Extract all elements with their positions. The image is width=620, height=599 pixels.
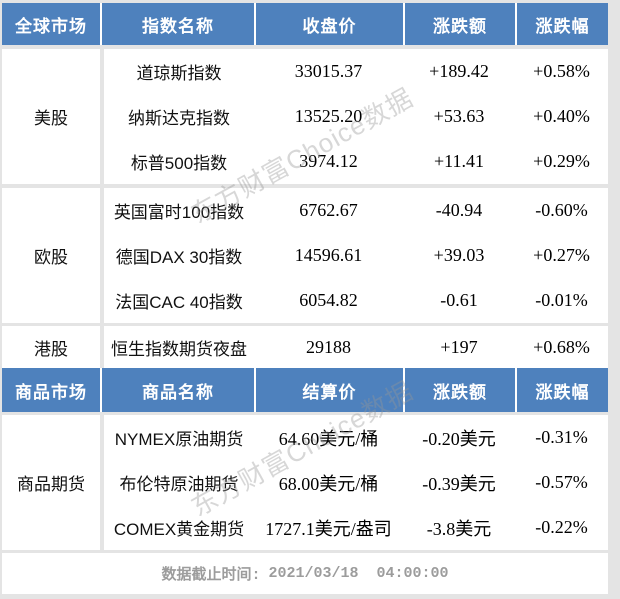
change-percent: +0.29% — [533, 151, 590, 171]
column-header-change-percent: 涨跌幅 — [517, 3, 608, 45]
commodity-name: 布伦特原油期货 — [119, 475, 239, 494]
market-label-eu: 欧股 — [2, 188, 100, 323]
us-rows: 道琼斯指数 33015.37 +189.42 +0.58% 纳斯达克指数 135… — [104, 49, 608, 184]
settlement-price: 1727.1美元/盎司 — [265, 518, 392, 539]
data-cutoff-footer: 数据截止时间: 2021/03/18 04:00:00 — [2, 553, 608, 594]
change-amount: -3.8美元 — [426, 518, 492, 539]
change-percent: -0.57% — [535, 472, 588, 492]
table-row: NYMEX原油期货 64.60美元/桶 -0.20美元 -0.31% — [104, 415, 608, 460]
change-amount: -0.20美元 — [422, 428, 496, 449]
change-amount: +197 — [440, 336, 478, 357]
index-name: 标普500指数 — [130, 154, 228, 173]
commodity-table-header: 商品市场 商品名称 结算价 涨跌额 涨跌幅 — [2, 368, 608, 412]
table-row: 纳斯达克指数 13525.20 +53.63 +0.40% — [104, 94, 608, 139]
change-amount: -0.61 — [440, 290, 478, 310]
section-us-stocks: 美股 道琼斯指数 33015.37 +189.42 +0.58% 纳斯达克指数 … — [2, 49, 608, 184]
close-price: 3974.12 — [299, 151, 358, 171]
table-row: 标普500指数 3974.12 +11.41 +0.29% — [104, 139, 608, 184]
change-percent: +0.68% — [533, 336, 590, 357]
section-commodity-futures: 商品期货 NYMEX原油期货 64.60美元/桶 -0.20美元 -0.31% … — [2, 415, 608, 550]
index-name: 道琼斯指数 — [136, 64, 222, 83]
column-header-close-price: 收盘价 — [256, 3, 403, 45]
change-percent: -0.31% — [535, 427, 588, 447]
settlement-price: 68.00美元/桶 — [278, 473, 379, 494]
change-percent: +0.58% — [533, 61, 590, 81]
table-row: 法国CAC 40指数 6054.82 -0.61 -0.01% — [104, 278, 608, 323]
section-eu-stocks: 欧股 英国富时100指数 6762.67 -40.94 -0.60% 德国DAX… — [2, 188, 608, 323]
close-price: 6054.82 — [299, 290, 358, 310]
commodity-name: NYMEX原油期货 — [114, 430, 244, 449]
market-label-hk: 港股 — [2, 326, 100, 368]
change-percent: +0.27% — [533, 245, 590, 265]
data-cutoff-time: 2021/03/18 04:00:00 — [268, 565, 449, 582]
section-hk-stocks: 港股 恒生指数期货夜盘 29188 +197 +0.68% — [2, 326, 608, 368]
hk-rows: 恒生指数期货夜盘 29188 +197 +0.68% — [104, 326, 608, 368]
close-price: 6762.67 — [299, 200, 358, 220]
change-amount: +11.41 — [434, 151, 484, 171]
close-price: 14596.61 — [294, 245, 363, 265]
column-header-commodity-name: 商品名称 — [102, 368, 254, 412]
change-amount: +53.63 — [433, 106, 485, 126]
index-name: 纳斯达克指数 — [128, 109, 230, 128]
settlement-price: 64.60美元/桶 — [278, 428, 379, 449]
close-price: 29188 — [306, 336, 351, 357]
change-amount: +39.03 — [433, 245, 485, 265]
index-name: 英国富时100指数 — [113, 203, 245, 222]
table-row: COMEX黄金期货 1727.1美元/盎司 -3.8美元 -0.22% — [104, 505, 608, 550]
index-name: 法国CAC 40指数 — [115, 293, 243, 312]
column-header-change-amount: 涨跌额 — [405, 3, 515, 45]
index-name: 德国DAX 30指数 — [115, 248, 243, 267]
close-price: 33015.37 — [294, 61, 363, 81]
commodity-name: COMEX黄金期货 — [113, 520, 245, 539]
market-label-us: 美股 — [2, 49, 100, 184]
close-price: 13525.20 — [294, 106, 363, 126]
market-label-commodity: 商品期货 — [2, 415, 100, 550]
commodity-rows: NYMEX原油期货 64.60美元/桶 -0.20美元 -0.31% 布伦特原油… — [104, 415, 608, 550]
change-percent: -0.60% — [535, 200, 588, 220]
change-percent: +0.40% — [533, 106, 590, 126]
column-header-settlement-price: 结算价 — [256, 368, 403, 412]
change-amount: -0.39美元 — [422, 473, 496, 494]
table-row: 德国DAX 30指数 14596.61 +39.03 +0.27% — [104, 233, 608, 278]
eu-rows: 英国富时100指数 6762.67 -40.94 -0.60% 德国DAX 30… — [104, 188, 608, 323]
index-name: 恒生指数期货夜盘 — [111, 339, 247, 359]
change-percent: -0.22% — [535, 517, 588, 537]
column-header-global-market: 全球市场 — [2, 3, 100, 45]
index-table-header: 全球市场 指数名称 收盘价 涨跌额 涨跌幅 — [2, 3, 608, 45]
table-row: 英国富时100指数 6762.67 -40.94 -0.60% — [104, 188, 608, 233]
table-row: 道琼斯指数 33015.37 +189.42 +0.58% — [104, 49, 608, 94]
change-percent: -0.01% — [535, 290, 588, 310]
column-header-index-name: 指数名称 — [102, 3, 254, 45]
column-header-change-percent: 涨跌幅 — [517, 368, 608, 412]
column-header-commodity-market: 商品市场 — [2, 368, 100, 412]
change-amount: -40.94 — [435, 200, 483, 220]
change-amount: +189.42 — [429, 61, 489, 81]
column-header-change-amount: 涨跌额 — [405, 368, 515, 412]
data-cutoff-label: 数据截止时间: — [161, 567, 261, 584]
table-row: 布伦特原油期货 68.00美元/桶 -0.39美元 -0.57% — [104, 460, 608, 505]
table-row: 恒生指数期货夜盘 29188 +197 +0.68% — [104, 326, 608, 368]
